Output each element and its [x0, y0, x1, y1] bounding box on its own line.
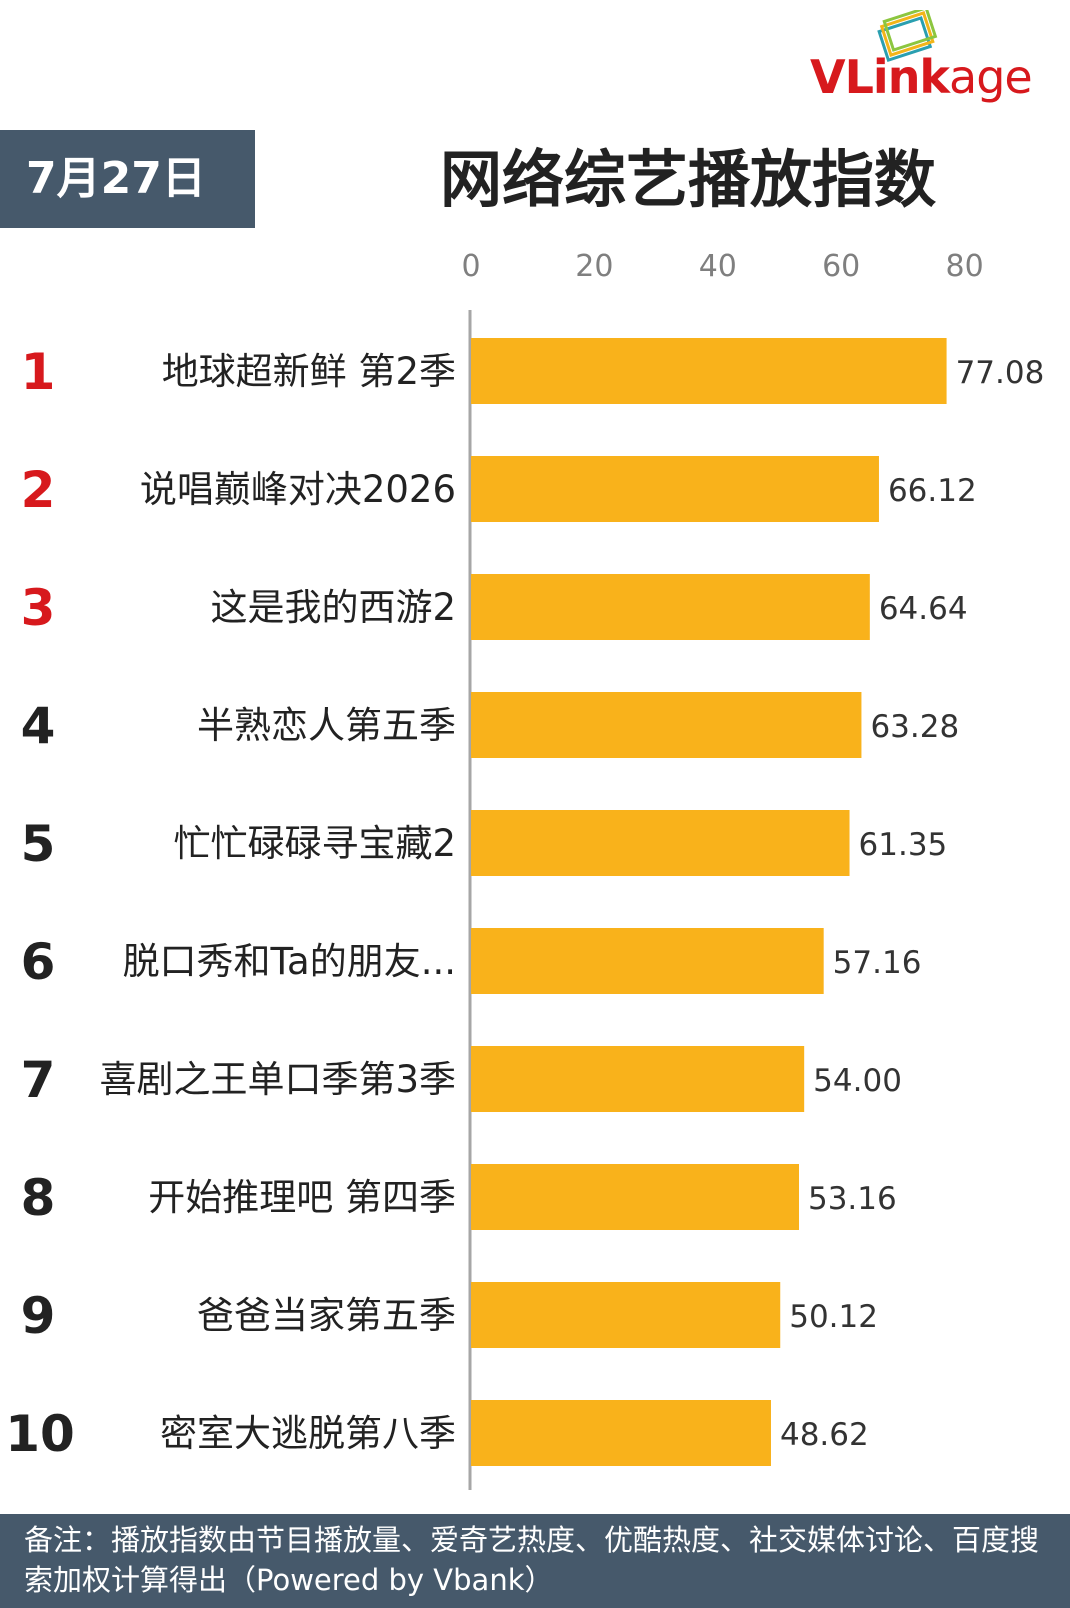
category-label: 开始推理吧 第四季 [148, 1176, 456, 1219]
value-label: 57.16 [833, 945, 922, 981]
rank-number: 9 [21, 1287, 56, 1345]
rank-number: 8 [21, 1169, 56, 1227]
x-axis-ticks: 0 20 40 60 80 [461, 249, 983, 284]
rank-number: 2 [21, 461, 56, 519]
date-badge: 7月27日 [0, 130, 255, 228]
bar [471, 1282, 781, 1348]
x-tick-label: 40 [699, 249, 737, 284]
value-label: 61.35 [859, 827, 948, 863]
bar [471, 1046, 805, 1112]
bar-rows: 1 地球超新鲜 第2季 77.08 2 说唱巅峰对决2026 66.12 3 这是我的西游2 6… [5, 338, 1044, 1466]
rank-number: 7 [21, 1051, 56, 1109]
rank-number: 1 [21, 343, 56, 401]
value-label: 66.12 [888, 473, 977, 509]
value-label: 53.16 [808, 1181, 897, 1217]
rank-number: 4 [21, 697, 56, 755]
category-label: 半熟恋人第五季 [197, 704, 456, 747]
category-label: 脱口秀和Ta的朋友... [123, 940, 456, 983]
category-label: 地球超新鲜 第2季 [162, 350, 456, 393]
bar-row: 2 说唱巅峰对决2026 66.12 [21, 456, 977, 522]
footer-note: 备注：播放指数由节目播放量、爱奇艺热度、优酷热度、社交媒体讨论、百度搜索加权计算… [0, 1514, 1070, 1608]
bar [471, 810, 850, 876]
rank-number: 10 [5, 1405, 75, 1463]
bar [471, 1400, 771, 1466]
category-label: 爸爸当家第五季 [197, 1294, 456, 1337]
bar [471, 928, 824, 994]
bar [471, 456, 879, 522]
x-tick-label: 0 [461, 249, 480, 284]
value-label: 77.08 [956, 355, 1045, 391]
value-label: 63.28 [870, 709, 959, 745]
value-label: 50.12 [789, 1299, 878, 1335]
x-tick-label: 20 [575, 249, 613, 284]
bar-row: 3 这是我的西游2 64.64 [21, 574, 968, 640]
logo-text: VLinkage [810, 50, 1033, 104]
vlinkage-logo: VLinkage [810, 10, 1060, 110]
value-label: 48.62 [780, 1417, 869, 1453]
bar-row: 6 脱口秀和Ta的朋友... 57.16 [21, 928, 922, 994]
category-label: 这是我的西游2 [210, 586, 456, 629]
rank-number: 5 [21, 815, 56, 873]
bar [471, 692, 862, 758]
rank-number: 3 [21, 579, 56, 637]
bar-row: 1 地球超新鲜 第2季 77.08 [21, 338, 1045, 404]
x-tick-label: 60 [822, 249, 860, 284]
bar-row: 7 喜剧之王单口季第3季 54.00 [21, 1046, 902, 1112]
stacked-frames-icon [877, 10, 938, 63]
bar [471, 338, 947, 404]
x-tick-label: 80 [946, 249, 984, 284]
bar-row: 9 爸爸当家第五季 50.12 [21, 1282, 878, 1348]
value-label: 54.00 [813, 1063, 902, 1099]
category-label: 说唱巅峰对决2026 [140, 468, 456, 511]
value-label: 64.64 [879, 591, 968, 627]
chart-title: 网络综艺播放指数 [440, 143, 937, 216]
logo-link: Link [844, 50, 950, 104]
category-label: 密室大逃脱第八季 [160, 1412, 456, 1455]
category-label: 喜剧之王单口季第3季 [99, 1058, 456, 1101]
category-label: 忙忙碌碌寻宝藏2 [173, 822, 456, 865]
bar-row: 10 密室大逃脱第八季 48.62 [5, 1400, 869, 1466]
rank-number: 6 [21, 933, 56, 991]
bar-row: 5 忙忙碌碌寻宝藏2 61.35 [21, 810, 948, 876]
bar [471, 574, 870, 640]
bar-row: 8 开始推理吧 第四季 53.16 [21, 1164, 897, 1230]
bar-chart: 0 20 40 60 80 1 地球超新鲜 第2季 77.08 2 说唱巅峰对决2026 66.1… [5, 249, 1044, 1490]
logo-v: V [810, 50, 846, 104]
bar [471, 1164, 799, 1230]
logo-age: age [949, 50, 1033, 104]
bar-row: 4 半熟恋人第五季 63.28 [21, 692, 959, 758]
